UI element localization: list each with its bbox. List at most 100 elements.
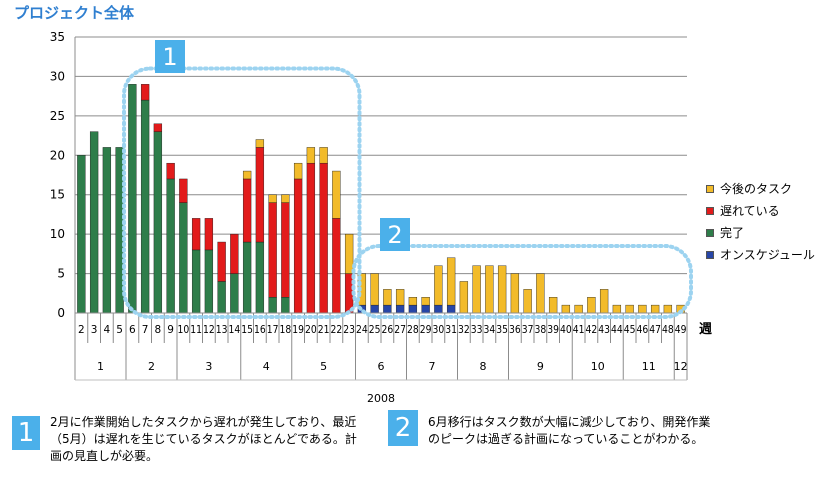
bar-segment (217, 241, 226, 282)
week-label: 28 (407, 324, 419, 336)
bar-segment (319, 147, 328, 164)
legend-label-delayed: 遅れている (720, 204, 780, 218)
week-label: 41 (573, 324, 585, 336)
bar-segment (204, 218, 214, 251)
y-tick-label: 35 (50, 30, 65, 44)
week-label: 19 (292, 324, 304, 336)
bar-segment (140, 84, 150, 101)
y-tick-label: 15 (50, 188, 65, 202)
legend-swatch-future (706, 184, 714, 193)
month-label: 6 (378, 360, 385, 373)
week-label: 25 (369, 324, 381, 336)
bar-segment (434, 304, 443, 314)
bar-segment (230, 233, 239, 274)
bar-segment (587, 297, 596, 314)
bar-segment (204, 249, 214, 314)
bar-segment (140, 99, 150, 314)
bar-segment (306, 162, 316, 314)
week-label: 16 (254, 324, 266, 336)
bar-segment (293, 178, 303, 314)
week-label: 27 (394, 324, 406, 336)
bar-segment (395, 289, 405, 306)
legend-item-onschedule: オンスケジュール (706, 246, 815, 263)
bar-segment (306, 147, 316, 164)
bar-segment (395, 304, 405, 314)
bar-segment (344, 233, 354, 274)
legend-item-done: 完了 (706, 224, 744, 241)
note-2-text: 6月移行はタスク数が大幅に減少しており、開発作業のピークは過ぎる計画になっている… (428, 415, 711, 446)
year-label: 2008 (367, 392, 395, 405)
week-label: 45 (624, 324, 636, 336)
week-label: 43 (598, 324, 610, 336)
bar-segment (255, 139, 265, 148)
week-label: 12 (203, 324, 215, 336)
week-label: 38 (535, 324, 547, 336)
month-label: 8 (480, 360, 487, 373)
legend-item-delayed: 遅れている (706, 202, 780, 219)
week-label: 15 (241, 324, 253, 336)
week-label: 14 (229, 324, 241, 336)
bar-segment (268, 202, 277, 298)
legend-label-done: 完了 (720, 226, 745, 240)
bar-segment (574, 304, 583, 314)
bar-segment (459, 281, 469, 314)
week-label: 6 (129, 324, 136, 336)
bar-segment (281, 297, 290, 314)
week-label: 42 (586, 324, 598, 336)
note-1-badge: 1 (12, 416, 40, 450)
bar-segment (638, 304, 647, 314)
week-label: 35 (496, 324, 508, 336)
bar-segment (663, 304, 673, 314)
bar-segment (191, 249, 201, 314)
month-label: 10 (591, 360, 605, 373)
bar-segment (77, 155, 86, 314)
bar-segment (293, 162, 303, 180)
bar-segment (421, 297, 430, 306)
bar-segment (242, 178, 252, 243)
week-label: 8 (155, 324, 162, 336)
bar-segment (370, 304, 379, 314)
bar-segment (408, 297, 418, 306)
bar-segment (191, 218, 201, 251)
week-label: 20 (305, 324, 317, 336)
callout-1-outline (122, 66, 362, 319)
month-label: 2 (148, 360, 155, 373)
bar-segment (319, 162, 328, 314)
bar-segment (281, 194, 290, 203)
week-label: 21 (318, 324, 330, 336)
month-label: 12 (674, 360, 688, 373)
y-tick-label: 10 (50, 227, 65, 241)
week-label: 30 (433, 324, 445, 336)
bar-segment (89, 131, 99, 314)
month-label: 4 (263, 360, 270, 373)
week-label: 22 (331, 324, 343, 336)
bar-segment (536, 273, 545, 314)
legend-label-onschedule: オンスケジュール (720, 248, 815, 262)
bar-segment (268, 194, 277, 203)
week-label: 29 (420, 324, 432, 336)
bar-segment (497, 265, 507, 314)
week-label: 4 (104, 324, 111, 336)
callout-2-badge-label: 2 (387, 221, 402, 249)
bar-segment (383, 289, 392, 306)
week-label: 13 (216, 324, 228, 336)
bar-segment (625, 304, 634, 314)
week-label: 47 (649, 324, 661, 336)
bar-segment (102, 147, 112, 314)
y-tick-label: 30 (50, 69, 65, 83)
week-label: 40 (560, 324, 572, 336)
bar-segment (332, 218, 341, 314)
callout-2-outline (351, 243, 693, 320)
week-label: 23 (343, 324, 355, 336)
legend-swatch-done (706, 228, 714, 237)
bar-segment (561, 304, 571, 314)
week-label: 44 (611, 324, 623, 336)
week-label: 11 (190, 324, 202, 336)
bar-segment (255, 147, 265, 243)
bar-segment (230, 273, 239, 314)
bar-segment (153, 131, 163, 314)
month-label: 1 (97, 360, 104, 373)
month-label: 3 (205, 360, 212, 373)
bar-segment (421, 304, 430, 314)
